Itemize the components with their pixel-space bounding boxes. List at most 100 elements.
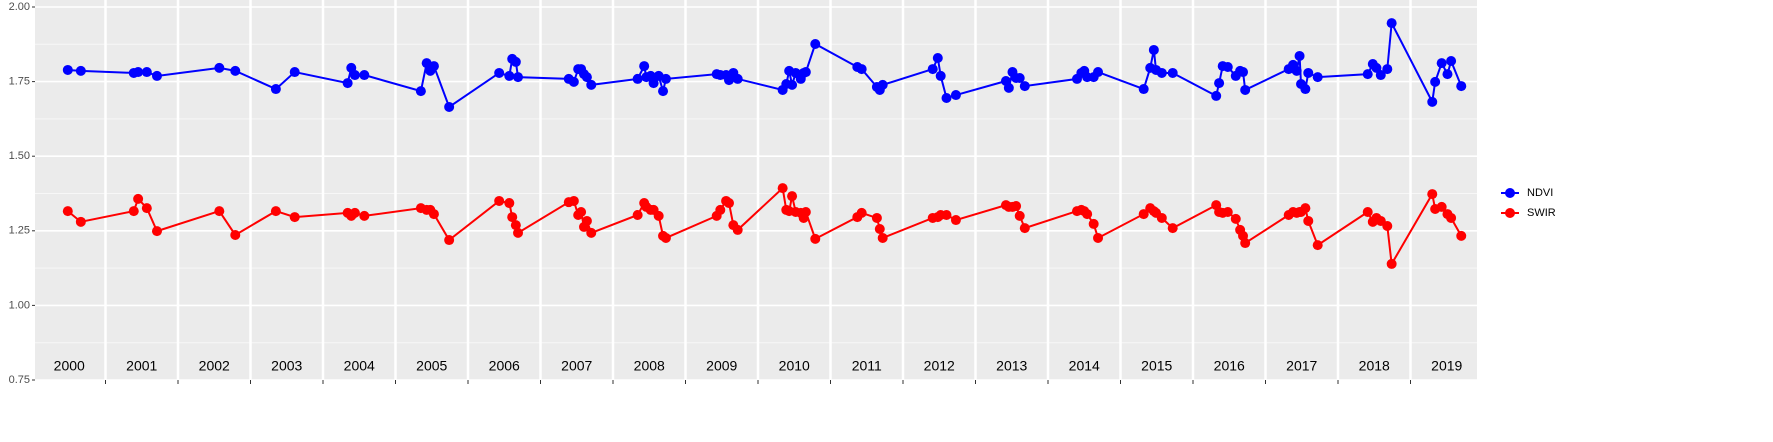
point (632, 73, 643, 84)
point (1446, 212, 1457, 223)
point (1291, 65, 1302, 76)
point (510, 56, 521, 67)
point (1167, 223, 1178, 234)
y-tick-label: 1.50 (9, 150, 30, 162)
point (787, 191, 798, 202)
point (1312, 72, 1323, 83)
legend-key-point (1505, 208, 1515, 218)
point (871, 212, 882, 223)
point (877, 232, 888, 243)
point (648, 78, 659, 89)
point (141, 67, 152, 78)
point (1014, 210, 1025, 221)
point (950, 215, 961, 226)
point (724, 75, 734, 86)
point (230, 229, 241, 240)
point (62, 206, 73, 217)
point (1019, 81, 1030, 92)
point (856, 207, 867, 218)
point (1303, 215, 1314, 226)
point (1138, 84, 1149, 95)
point (1362, 69, 1373, 80)
point (1456, 81, 1467, 92)
point (586, 227, 597, 238)
point (1362, 207, 1373, 218)
point (289, 67, 300, 78)
point (359, 210, 370, 221)
year-label: 2005 (416, 358, 447, 374)
point (1093, 67, 1104, 78)
point (1082, 209, 1093, 220)
point (658, 86, 669, 97)
year-label: 2015 (1141, 358, 1172, 374)
y-tick-label: 0.75 (9, 374, 30, 386)
point (1427, 189, 1438, 200)
point (1436, 58, 1447, 69)
year-label: 2009 (706, 358, 737, 374)
point (787, 79, 798, 90)
point (639, 61, 650, 72)
point (1446, 56, 1457, 67)
point (1230, 213, 1241, 224)
point (507, 212, 518, 223)
point (151, 226, 162, 237)
point (1375, 70, 1386, 81)
point (568, 76, 579, 87)
year-label: 2014 (1069, 358, 1100, 374)
point (1300, 203, 1311, 214)
point (810, 39, 821, 50)
point (428, 61, 439, 72)
point (1214, 78, 1225, 89)
point (932, 53, 943, 64)
point (1312, 240, 1323, 251)
point (581, 215, 592, 226)
point (576, 207, 587, 218)
year-label: 2018 (1359, 358, 1390, 374)
point (513, 72, 524, 83)
point (1382, 221, 1393, 232)
year-label: 2006 (489, 358, 520, 374)
point (724, 198, 734, 209)
year-label: 2011 (852, 358, 882, 374)
point (1093, 232, 1104, 243)
point (632, 209, 643, 220)
point (1211, 90, 1222, 101)
point (1156, 67, 1167, 78)
point (214, 206, 225, 217)
point (359, 70, 370, 81)
point (513, 227, 524, 238)
point (151, 70, 162, 81)
year-label: 2002 (199, 358, 230, 374)
point (1303, 67, 1314, 78)
y-tick-label: 1.75 (9, 76, 30, 88)
point (935, 70, 946, 81)
point (1019, 223, 1030, 234)
point (1456, 230, 1467, 241)
year-label: 2013 (996, 358, 1027, 374)
point (810, 233, 821, 244)
point (1427, 96, 1438, 107)
panel-background (35, 0, 1477, 380)
point (1436, 201, 1447, 212)
year-label: 2008 (634, 358, 665, 374)
point (289, 212, 300, 223)
point (133, 193, 144, 204)
point (653, 210, 664, 221)
point (270, 206, 281, 217)
year-label: 2003 (271, 358, 302, 374)
point (1386, 258, 1397, 269)
point (568, 195, 579, 206)
point (1148, 44, 1159, 55)
point (494, 67, 505, 78)
y-tick-label: 2.00 (9, 1, 30, 13)
year-label: 2019 (1431, 358, 1462, 374)
point (270, 84, 281, 95)
point (349, 70, 360, 81)
point (1011, 201, 1022, 212)
year-label: 2012 (924, 358, 955, 374)
point (444, 235, 455, 246)
point (941, 209, 952, 220)
point (1386, 18, 1397, 29)
year-label: 2001 (126, 358, 157, 374)
